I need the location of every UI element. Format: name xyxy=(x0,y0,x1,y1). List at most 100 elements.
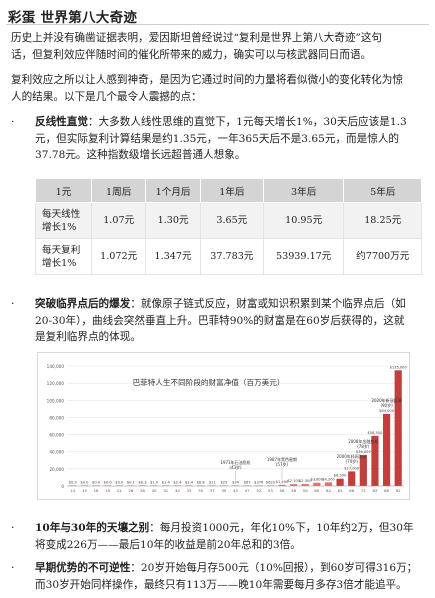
table-cell: 1.07元 xyxy=(90,202,147,239)
bar-value-label: $25 xyxy=(220,480,227,484)
bullet-text: ：每月投资1000元，年化10%下，10年约2万，但30年 xyxy=(149,522,414,534)
chart-bar xyxy=(371,435,379,486)
y-tick-label: 20,000 xyxy=(49,467,64,472)
y-tick-label: 0 xyxy=(61,484,64,489)
y-tick-label: 60,000 xyxy=(49,433,64,438)
event-annotation: 2000年科网泡沫 xyxy=(337,453,367,459)
page-title: 彩蛋 世界第八大奇迹 xyxy=(8,10,138,26)
bar-value-label: $3,800 xyxy=(311,478,324,482)
x-tick-label: 56 xyxy=(280,488,285,493)
x-tick-label: 32 xyxy=(175,488,180,493)
table-header-cell: 1个月后 xyxy=(145,178,201,203)
intro-line: 话，但复利效应伴随时间的催化所带来的威力，确实可以与核武器同日而语。 xyxy=(11,48,372,61)
bar-value-label: $0.0 xyxy=(104,480,113,484)
x-tick-label: 14 xyxy=(70,488,75,493)
bar-value-label: $3.4 xyxy=(185,480,194,484)
chart-canvas: 0 20,000 40,000 60,000 80,000 100,000 120,000 1… xyxy=(37,352,410,500)
table-header-cell: 1年后 xyxy=(199,178,264,203)
x-tick-label: 39 xyxy=(221,488,226,493)
row-label-line: 增长1% xyxy=(42,221,77,233)
bullet-text: 20-30年），曲线会突然垂直上升。巴菲特90%的财富是在60岁后获得的，这就 xyxy=(35,314,405,327)
chart-title: 巴菲特人生不同阶段的财富净值（百万美元） xyxy=(133,377,285,387)
table-header-cell: 1元 xyxy=(35,178,92,203)
table-cell: 18.25元 xyxy=(343,202,422,239)
bar-value-label: $2,300 xyxy=(299,479,312,483)
bar-value-label: $8,500 xyxy=(334,474,347,478)
intro-line: 人的结果。以下是几个最令人震撼的点： xyxy=(11,90,202,103)
bar-value-label: $67 xyxy=(244,480,251,484)
table-cell: 约7700万元 xyxy=(343,238,422,275)
x-tick-label: 26 xyxy=(128,488,133,493)
intro-paragraph-2: 复利效应之所以让人感到神奇，是因为它通过时间的力量将看似微小的变化转化为惊 人的… xyxy=(11,72,423,105)
x-tick-label: 33 xyxy=(187,488,192,493)
bullet-marker: · xyxy=(11,522,15,534)
y-tick-label: 140,000 xyxy=(47,364,65,369)
bar-value-label: $17,000 xyxy=(344,466,360,470)
x-tick-label: 21 xyxy=(117,488,122,493)
y-tick-label: 40,000 xyxy=(49,450,64,455)
chart-bar xyxy=(382,414,391,486)
intro-paragraph-1: 历史上并没有确凿证据表明，爱因斯坦曾经说过“复利是世界上第八大奇迹”这句 话，但… xyxy=(11,30,423,63)
event-annotation: 1973年石油危机 xyxy=(220,459,250,465)
bar-value-label: $0.1 xyxy=(127,480,135,484)
event-annotation: 1987年黑色星期 xyxy=(267,456,297,462)
table-cell: 37.783元 xyxy=(199,238,264,275)
chart-bar xyxy=(313,482,321,486)
bullet-text: 是复利临界点的体现。 xyxy=(35,331,141,343)
event-annotation-age: (90岁) xyxy=(380,402,393,408)
chart-bar xyxy=(359,455,367,486)
bullet-item-10-vs-30-years: 10年与30年的天壤之别：每月投资1000元，年化10%下，10年约2万，但30… xyxy=(35,520,423,553)
row-label-line: 增长1% xyxy=(42,257,77,269)
bar-value-label: $6.8 xyxy=(197,480,206,484)
chart-frame xyxy=(37,352,410,500)
table-cell: 10.95元 xyxy=(262,202,345,239)
bar-value-label: $0.0 xyxy=(80,480,89,484)
x-tick-label: 72 xyxy=(361,488,366,493)
bullet-text: 将变成226万——最后10年的收益是前20年总和的3倍。 xyxy=(35,538,301,551)
table-cell: 1.30元 xyxy=(145,202,201,239)
title-divider xyxy=(6,24,429,25)
chart-bar xyxy=(301,484,309,486)
bar-value-label: $58,500 xyxy=(368,431,384,435)
bar-value-label: $4,200 xyxy=(322,477,335,481)
x-tick-label: 66 xyxy=(349,488,354,493)
x-tick-label: 43 xyxy=(233,488,238,493)
bullet-text: ：大多数人线性思维的直觉下，1元每天增长1%，30天后应该是1.3 xyxy=(87,116,407,128)
bullet-marker: · xyxy=(11,116,15,128)
event-annotation: 2008年金融危机 xyxy=(348,438,378,444)
bar-value-label: $2,100 xyxy=(287,479,300,483)
table-row-label: 每天线性 增长1% xyxy=(35,202,92,239)
bar-value-label: $34 xyxy=(232,480,240,484)
table-cell: 1.072元 xyxy=(90,238,147,275)
bar-value-label: $0.3 xyxy=(139,480,147,484)
bar-value-label: $376 xyxy=(254,480,264,484)
bar-value-label: $0.0 xyxy=(69,480,78,484)
x-tick-label: 15 xyxy=(82,488,87,493)
table-cell: 53939.17元 xyxy=(262,238,345,275)
bullet-text: ：20岁开始每月存500元（10%回报），到60岁可得316万； xyxy=(130,562,418,574)
x-tick-label: 16 xyxy=(94,488,99,493)
bar-value-label: $1.0 xyxy=(150,480,159,484)
x-tick-label: 35 xyxy=(198,488,203,493)
table-header-cell: 5年后 xyxy=(343,178,422,203)
bullet-text: 37.78元。这种指数级增长远超普通人想象。 xyxy=(35,149,246,161)
event-annotation-age: (57岁) xyxy=(276,461,289,467)
x-tick-label: 63 xyxy=(338,488,343,493)
x-tick-label: 53 xyxy=(268,488,273,493)
x-tick-label: 31 xyxy=(163,488,168,493)
table-row: 每天线性 增长1% 1.07元 1.30元 3.65元 10.95元 18.25… xyxy=(35,202,422,239)
bullet-text: ：就像原子链式反应，财富或知识积累到某个临界点后（如 xyxy=(130,298,406,310)
bar-value-label: $620 xyxy=(266,480,276,484)
bullet-marker: · xyxy=(11,562,15,574)
bullet-text: 元，但实际复利计算结果是约1.35元，一年365天后不是3.65元，而是惊人的 xyxy=(35,132,400,145)
bullet-item-critical-point: 突破临界点后的爆发：就像原子链式反应，财富或知识积累到某个临界点后（如 20-3… xyxy=(35,296,423,346)
event-annotation-age: (70岁) xyxy=(346,458,359,464)
bullet-heading: 突破临界点后的爆发 xyxy=(35,298,131,310)
chart-bar xyxy=(394,370,402,486)
chart-bar xyxy=(348,471,356,486)
event-annotation: 2020年新冠疫情 xyxy=(371,397,401,403)
row-label-line: 每天复利 xyxy=(42,244,81,256)
x-tick-label: 47 xyxy=(245,488,250,493)
table-row: 每天复利 增长1% 1.072元 1.347元 37.783元 53939.17… xyxy=(35,238,422,275)
